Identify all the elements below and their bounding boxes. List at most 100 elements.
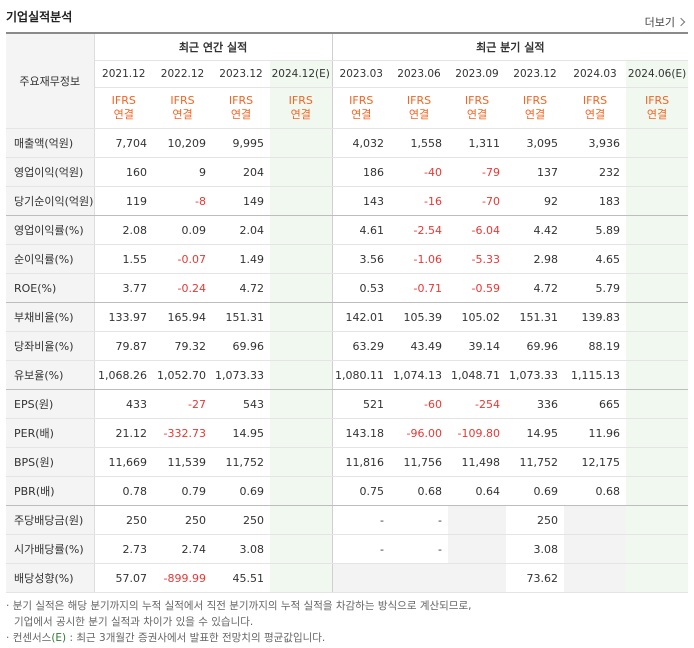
value-cell: 0.68: [564, 476, 627, 506]
value-cell: [270, 447, 333, 477]
value-cell: 119: [94, 186, 153, 216]
value-cell: 43.49: [390, 331, 449, 361]
value-cell: 1,073.33: [506, 360, 565, 390]
value-cell: [626, 360, 689, 390]
value-cell: [626, 157, 689, 187]
value-cell: -: [331, 505, 391, 535]
value-cell: -899.99: [153, 563, 212, 593]
value-cell: 79.32: [153, 331, 212, 361]
consolidated-label: 연결: [290, 108, 311, 121]
value-cell: 73.62: [506, 563, 565, 593]
row-label: 당좌비율(%): [6, 331, 95, 361]
value-cell: -1.06: [390, 244, 449, 274]
value-cell: [270, 563, 333, 593]
value-cell: 11,539: [153, 447, 212, 477]
value-cell: 0.09: [153, 215, 212, 245]
value-cell: 14.95: [212, 418, 270, 448]
value-cell: 9,995: [212, 128, 270, 158]
value-cell: -40: [390, 157, 449, 187]
value-cell: 105.02: [448, 302, 507, 332]
value-cell: 2.73: [94, 534, 153, 564]
table-row: 영업이익률(%) 2.08 0.09 2.04 4.61 -2.54 -6.04 4.42 5.…: [6, 215, 689, 245]
value-cell: 4,032: [331, 128, 391, 158]
more-link[interactable]: 더보기: [645, 14, 686, 30]
table-row: 주당배당금(원) 250 250 250- -250: [6, 505, 689, 535]
row-label: 영업이익(억원): [6, 157, 95, 187]
row-label-header: 주요재무정보: [6, 32, 95, 129]
value-cell: -0.59: [448, 273, 507, 303]
consolidated-label: 연결: [113, 108, 134, 121]
value-cell: 142.01: [331, 302, 391, 332]
value-cell: [448, 563, 507, 593]
ifrs-basis-header: IFRS 연결: [212, 87, 270, 129]
value-cell: 105.39: [390, 302, 449, 332]
value-cell: [564, 563, 627, 593]
footnote-1-cont: 기업에서 공시한 분기 실적과 차이가 있을 수 있습니다.: [14, 616, 254, 628]
period-header: 2024.12(E): [270, 60, 333, 88]
value-cell: 1,052.70: [153, 360, 212, 390]
value-cell: -254: [448, 389, 507, 419]
value-cell: 151.31: [506, 302, 565, 332]
ifrs-label: IFRS: [406, 94, 432, 107]
value-cell: [331, 563, 391, 593]
value-cell: 9: [153, 157, 212, 187]
value-cell: 4.72: [506, 273, 565, 303]
value-cell: 11,756: [390, 447, 449, 477]
row-label: 주당배당금(원): [6, 505, 95, 535]
period-header: 2023.06: [390, 60, 449, 88]
row-label: PER(배): [6, 418, 95, 448]
ifrs-basis-header: IFRS 연결: [94, 87, 153, 129]
value-cell: 11,752: [506, 447, 565, 477]
table-row: BPS(원) 11,669 11,539 11,752 11,816 11,756 11,4…: [6, 447, 689, 477]
value-cell: -70: [448, 186, 507, 216]
value-cell: 250: [506, 505, 565, 535]
value-cell: 2.08: [94, 215, 153, 245]
section-title: 기업실적분석: [6, 10, 73, 24]
row-label: 당기순이익(억원): [6, 186, 95, 216]
consolidated-label: 연결: [646, 108, 668, 121]
row-label: 배당성향(%): [6, 563, 95, 593]
value-cell: 5.79: [564, 273, 627, 303]
ifrs-basis-header: IFRS 연결: [331, 87, 391, 129]
value-cell: 1,115.13: [564, 360, 627, 390]
value-cell: 250: [153, 505, 212, 535]
value-cell: 0.69: [212, 476, 270, 506]
value-cell: [270, 418, 333, 448]
row-label: 순이익률(%): [6, 244, 95, 274]
value-cell: 92: [506, 186, 565, 216]
period-header: 2022.12: [153, 60, 212, 88]
value-cell: [270, 534, 333, 564]
value-cell: -16: [390, 186, 449, 216]
value-cell: 12,175: [564, 447, 627, 477]
consolidated-label: 연결: [351, 108, 372, 121]
value-cell: 336: [506, 389, 565, 419]
value-cell: [626, 128, 689, 158]
ifrs-label: IFRS: [288, 94, 313, 107]
value-cell: 1,558: [390, 128, 449, 158]
value-cell: 149: [212, 186, 270, 216]
value-cell: [270, 273, 333, 303]
value-cell: 79.87: [94, 331, 153, 361]
value-cell: 39.14: [448, 331, 507, 361]
value-cell: -0.07: [153, 244, 212, 274]
period-header: 2023.03: [331, 60, 391, 88]
value-cell: [626, 273, 689, 303]
ifrs-basis-header: IFRS 연결: [506, 87, 565, 129]
row-label: 부채비율(%): [6, 302, 95, 332]
consolidated-label: 연결: [466, 108, 488, 121]
value-cell: 521: [331, 389, 391, 419]
value-cell: 151.31: [212, 302, 270, 332]
ifrs-basis-header: IFRS 연결: [564, 87, 627, 129]
table-row: ROE(%) 3.77 -0.24 4.72 0.53 -0.71 -0.59 4.72 5.7…: [6, 273, 689, 303]
table-row: PER(배) 21.12 -332.73 14.95 143.18 -96.00 -109.…: [6, 418, 689, 448]
value-cell: 139.83: [564, 302, 627, 332]
table-row: PBR(배) 0.78 0.79 0.69 0.75 0.68 0.64 0.69 0.68: [6, 476, 689, 506]
value-cell: [564, 534, 627, 564]
footnote-2: · 컨센서스(E) : 최근 3개월간 증권사에서 발표한 전망치의 평균값입니…: [6, 632, 326, 644]
value-cell: -0.24: [153, 273, 212, 303]
value-cell: 543: [212, 389, 270, 419]
value-cell: 0.78: [94, 476, 153, 506]
table-row: 매출액(억원) 7,704 10,209 9,995 4,032 1,558 1,311 3,…: [6, 128, 689, 158]
value-cell: [270, 505, 333, 535]
value-cell: -0.71: [390, 273, 449, 303]
